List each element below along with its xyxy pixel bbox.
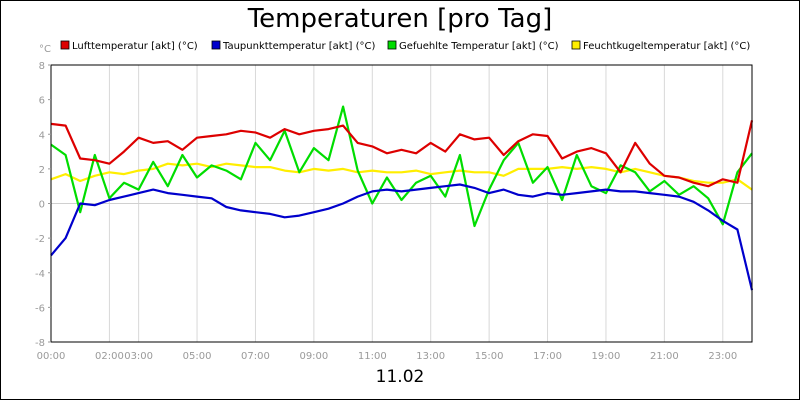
x-tick-label: 11:00 — [358, 351, 387, 362]
y-unit-label: °C — [39, 44, 51, 55]
legend-item-0: Lufttemperatur [akt] (°C) — [60, 40, 198, 52]
legend-label: Lufttemperatur [akt] (°C) — [72, 41, 198, 52]
y-tick-label: -8 — [35, 338, 45, 349]
y-tick-label: 6 — [39, 96, 45, 107]
x-tick-label: 09:00 — [299, 351, 328, 362]
y-tick-label: 8 — [39, 61, 45, 72]
x-tick-label: 23:00 — [708, 351, 737, 362]
x-tick-label: 15:00 — [475, 351, 504, 362]
series-line-0 — [50, 120, 754, 188]
y-tick-label: -2 — [35, 234, 45, 245]
series-line-2 — [50, 105, 753, 228]
chart-date-label: 11.02 — [375, 367, 425, 387]
x-tick-label: 13:00 — [416, 351, 445, 362]
y-tick-label: 2 — [39, 165, 45, 176]
y-tick-label: -4 — [35, 269, 45, 280]
legend: Lufttemperatur [akt] (°C) Taupunkttempera… — [60, 40, 750, 52]
chart-title: Temperaturen [pro Tag] — [247, 4, 553, 34]
x-tick-label: 17:00 — [533, 351, 562, 362]
x-tick-label: 05:00 — [183, 351, 212, 362]
series-line-3 — [50, 162, 753, 191]
series-line-1 — [50, 183, 754, 291]
x-tick-label: 00:00 — [37, 351, 66, 362]
legend-swatch — [387, 40, 397, 50]
x-tick-label: 02:00 — [95, 351, 124, 362]
tick-labels: °C 8 6 4 2 0 -2 -4 -6 -8 00:00 02:00 03:00 05:00 07:00… — [35, 44, 737, 362]
legend-swatch — [60, 40, 70, 50]
legend-label: Taupunkttemperatur [akt] (°C) — [222, 41, 375, 52]
y-tick-label: 0 — [39, 200, 45, 211]
series-layer — [50, 105, 754, 291]
legend-item-3: Feuchtkugeltemperatur [akt] (°C) — [571, 40, 750, 52]
x-tick-label: 07:00 — [241, 351, 270, 362]
x-tick-label: 03:00 — [124, 351, 153, 362]
legend-item-1: Taupunkttemperatur [akt] (°C) — [211, 40, 375, 52]
y-tick-label: -6 — [35, 303, 45, 314]
legend-swatch — [211, 40, 221, 50]
legend-label: Feuchtkugeltemperatur [akt] (°C) — [583, 41, 750, 52]
legend-swatch — [571, 40, 581, 50]
x-tick-label: 19:00 — [592, 351, 621, 362]
y-tick-label: 4 — [39, 130, 45, 141]
legend-item-2: Gefuehlte Temperatur [akt] (°C) — [387, 40, 559, 52]
x-tick-label: 21:00 — [650, 351, 679, 362]
legend-label: Gefuehlte Temperatur [akt] (°C) — [399, 41, 559, 52]
